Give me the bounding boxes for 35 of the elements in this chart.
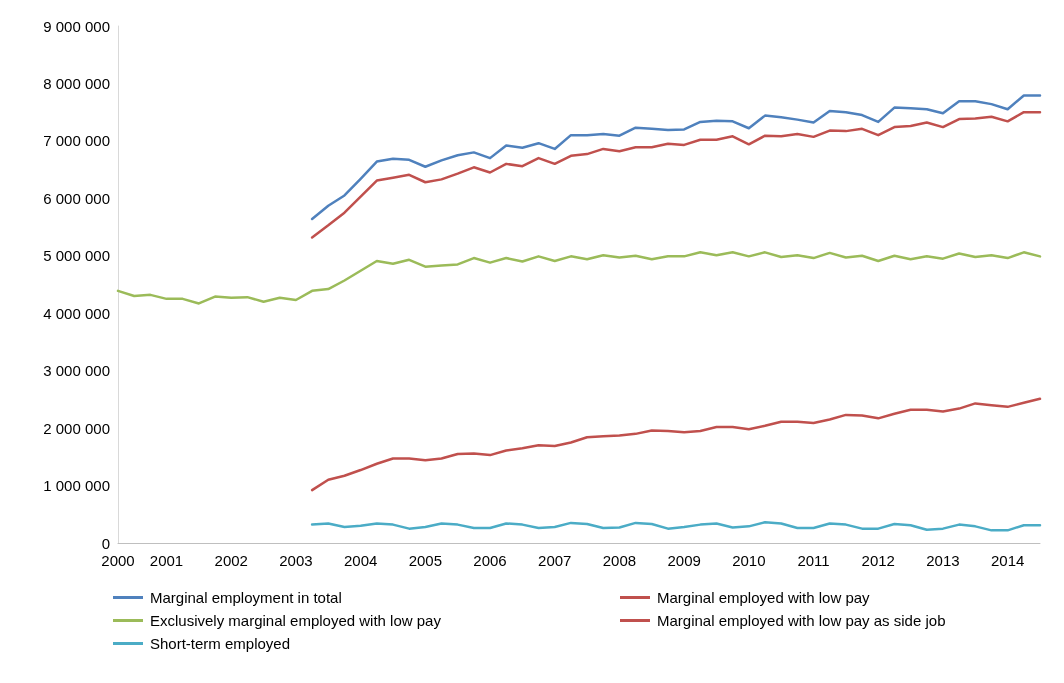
- x-tick-label: 2003: [279, 552, 313, 569]
- legend-label: Marginal employment in total: [150, 589, 342, 606]
- x-tick-label: 2009: [667, 552, 701, 569]
- line-series: [310, 521, 1042, 532]
- y-tick-label: 9 000 000: [43, 17, 110, 35]
- x-tick-label: 2010: [732, 552, 766, 569]
- y-tick-label: 6 000 000: [43, 189, 110, 207]
- x-tick-label: 2008: [602, 552, 637, 569]
- line-series: [310, 94, 1042, 221]
- line-series: [310, 397, 1042, 492]
- x-tick-label: 2004: [343, 552, 378, 569]
- line-series: [116, 251, 1042, 305]
- y-tick-label: 3 000 000: [43, 362, 110, 380]
- y-tick-label: 1 000 000: [43, 477, 110, 495]
- x-tick-label: 2001: [149, 552, 184, 569]
- legend-label: Exclusively marginal employed with low pay: [150, 612, 442, 629]
- legend-label: Marginal employed with low pay as side job: [657, 612, 946, 629]
- y-tick-label: 8 000 000: [43, 74, 110, 92]
- y-tick-label: 2 000 000: [43, 419, 110, 437]
- x-tick-label: 2007: [538, 552, 572, 569]
- x-tick-label: 2011: [797, 552, 830, 569]
- x-tick-label: 2006: [473, 552, 507, 569]
- legend-label: Short-term employed: [150, 635, 291, 652]
- x-tick-label: 2013: [926, 552, 960, 569]
- x-tick-label: 2014: [990, 552, 1025, 569]
- y-tick-label: 0: [101, 534, 110, 552]
- x-tick-label: 2002: [214, 552, 248, 569]
- legend-label: Marginal employed with low pay: [657, 589, 871, 606]
- y-tick-label: 5 000 000: [43, 247, 110, 265]
- x-tick-label: 2012: [861, 552, 895, 569]
- line-series: [310, 110, 1042, 239]
- x-tick-label: 2005: [408, 552, 443, 569]
- y-tick-label: 4 000 000: [43, 304, 110, 322]
- y-tick-label: 7 000 000: [43, 132, 110, 150]
- x-tick-label: 2000: [101, 552, 135, 569]
